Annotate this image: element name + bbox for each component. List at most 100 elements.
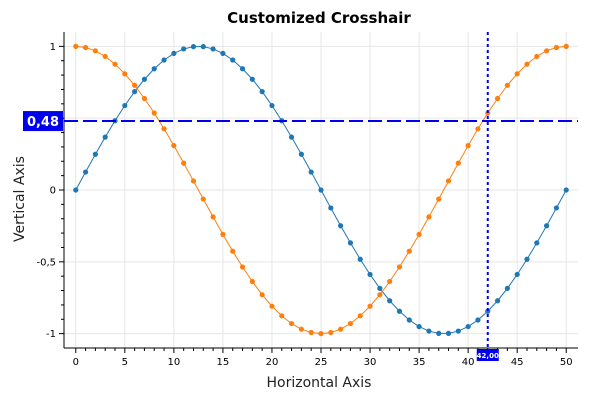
series-1-point: [553, 205, 560, 211]
series-2-point: [308, 329, 314, 336]
series-1-point: [455, 328, 461, 334]
series-1-point: [190, 44, 197, 50]
series-2-point: [406, 248, 412, 254]
series-2-point: [210, 214, 216, 220]
series-2-point: [534, 53, 540, 60]
series-1-point: [436, 330, 442, 336]
y-tick-label: 1: [50, 42, 56, 53]
series-2-point: [524, 61, 530, 67]
series-1-point: [92, 151, 98, 157]
series-2-point: [141, 95, 148, 102]
crosshair-x-label: 42,00: [477, 352, 499, 360]
series-1-point: [181, 46, 187, 52]
x-tick-label: 10: [167, 357, 180, 368]
crosshair-y-label-box: [23, 111, 63, 132]
series-1-point: [318, 187, 324, 193]
series-1-point: [377, 285, 383, 291]
series-2-point: [200, 196, 206, 202]
series-1-point: [387, 298, 393, 304]
series-1-point: [230, 57, 236, 63]
series-2-point: [259, 292, 265, 298]
x-axis-label: Horizontal Axis: [267, 375, 372, 391]
series-1-point: [494, 298, 501, 304]
series-2-point: [161, 126, 167, 132]
series-1-point: [308, 169, 314, 175]
series-2-point: [220, 231, 226, 237]
series-1-point: [406, 317, 412, 323]
series-layer: [73, 43, 569, 337]
y-tick-label: 0: [50, 186, 56, 197]
series-1-point: [504, 285, 510, 291]
series-1-point: [426, 328, 432, 334]
series-1-point: [563, 187, 569, 193]
series-1-point: [269, 102, 275, 109]
series-1-point: [73, 187, 79, 193]
x-tick-label: 35: [413, 357, 426, 368]
series-2-point: [102, 53, 108, 60]
series-2-point: [455, 160, 461, 166]
x-tick-label: 25: [315, 357, 328, 368]
series-2-point: [465, 143, 471, 149]
series-1-point: [122, 102, 128, 109]
series-1-point: [544, 223, 550, 229]
series-1-point: [220, 50, 226, 57]
x-tick-label: 20: [266, 357, 279, 368]
series-1-point: [171, 50, 177, 57]
series-2-point: [190, 178, 197, 184]
series-2-point: [338, 326, 344, 332]
series-2-point: [328, 329, 334, 336]
series-2-point: [475, 126, 481, 132]
series-2-point: [357, 313, 363, 319]
y-tick-label: -1: [46, 329, 56, 340]
series-1-point: [141, 76, 148, 82]
x-tick-label: 5: [122, 357, 128, 368]
crosshair: 0,48 42,00: [23, 32, 578, 361]
series-1-point: [416, 323, 422, 330]
series-2-point: [445, 178, 452, 184]
series-1-point: [102, 134, 108, 140]
series-2-point: [367, 303, 373, 309]
x-tick-label: 15: [217, 357, 230, 368]
series-1-point: [132, 89, 138, 95]
series-2-point: [396, 264, 403, 270]
series-1-point: [367, 271, 373, 278]
series-2-point: [426, 214, 432, 220]
series-1-point: [151, 66, 157, 72]
series-2-point: [347, 320, 354, 327]
series-1-point: [338, 223, 344, 229]
series-2-point: [485, 110, 491, 116]
series-1-point: [298, 151, 304, 157]
series-2-point: [288, 320, 295, 327]
series-2-point: [171, 143, 177, 149]
series-2-point: [298, 326, 304, 332]
series-2-point: [563, 43, 569, 49]
crosshair-y-label: 0,48: [27, 115, 59, 130]
series-1-point: [200, 44, 206, 50]
series-1-point: [347, 240, 354, 246]
series-2-point: [249, 278, 255, 285]
series-2-point: [151, 110, 157, 116]
series-1-point: [396, 308, 403, 314]
series-2-point: [239, 264, 246, 270]
series-1-point: [288, 134, 295, 140]
series-2-point: [92, 48, 98, 54]
series-1-point: [357, 256, 363, 262]
series-2-point: [82, 44, 89, 51]
series-2-point: [112, 61, 118, 67]
series-1-point: [82, 169, 89, 175]
series-2-point: [73, 43, 79, 49]
series-2-point: [553, 44, 560, 51]
series-1-point: [514, 271, 520, 278]
x-tick-label: 30: [364, 357, 377, 368]
series-1-point: [161, 57, 167, 63]
series-2-point: [269, 303, 275, 309]
series-2-point: [416, 231, 422, 237]
series-1-point: [485, 308, 491, 314]
series-2-point: [122, 71, 128, 77]
x-tick-label: 0: [73, 357, 79, 368]
x-tick-label: 45: [511, 357, 524, 368]
series-2-point: [279, 313, 285, 319]
